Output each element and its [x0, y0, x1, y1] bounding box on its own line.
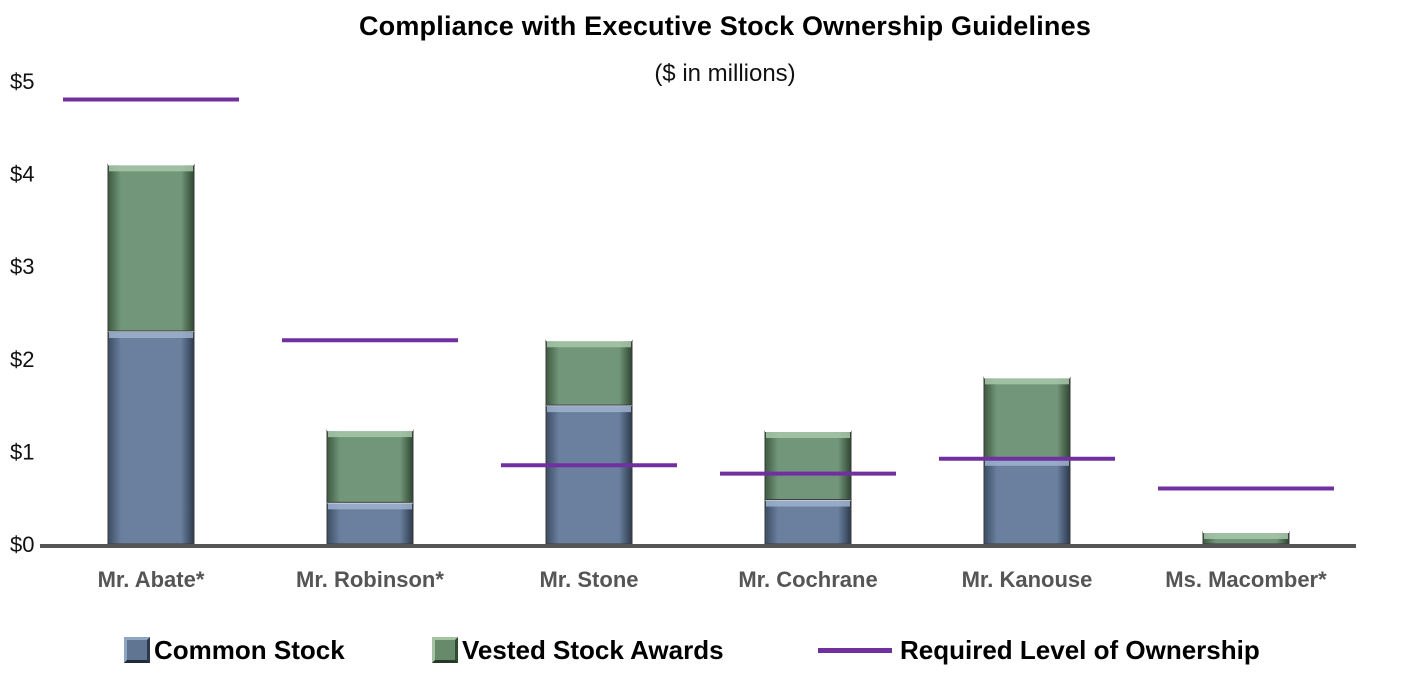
bar-common-stock-mr-stone: [545, 404, 633, 545]
y-tick-label-4: $4: [10, 162, 34, 187]
y-tick-label-1: $1: [10, 439, 34, 464]
chart-subtitle: ($ in millions): [654, 60, 796, 87]
legend-item-vested-stock-awards: Vested Stock Awards: [432, 632, 724, 668]
x-tick-label-ms-macomber: Ms. Macomber*: [1165, 567, 1327, 592]
x-tick-label-mr-robinson: Mr. Robinson*: [296, 567, 444, 592]
y-tick-label-2: $2: [10, 347, 34, 372]
bar-vested-stock-awards-mr-cochrane: [764, 430, 852, 501]
bar-vested-stock-awards-ms-macomber: [1202, 530, 1290, 545]
x-tick-label-mr-stone: Mr. Stone: [539, 567, 638, 592]
bar-common-stock-mr-robinson: [326, 501, 414, 545]
bar-common-stock-mr-cochrane: [764, 498, 852, 545]
required-level-line-icon: [818, 647, 892, 653]
bar-vested-stock-awards-mr-abate: [107, 163, 195, 332]
bar-common-stock-mr-abate: [107, 330, 195, 545]
legend-label-common-stock: Common Stock: [154, 634, 345, 665]
legend-item-required-level: Required Level of Ownership: [818, 632, 1260, 668]
x-tick-label-mr-kanouse: Mr. Kanouse: [962, 567, 1093, 592]
y-tick-label-0: $0: [10, 532, 34, 557]
legend-label-required-level: Required Level of Ownership: [900, 634, 1260, 665]
legend-label-vested-stock-awards: Vested Stock Awards: [462, 634, 724, 665]
bar-common-stock-mr-kanouse: [983, 457, 1071, 545]
vested-stock-swatch-icon: [432, 637, 458, 663]
y-tick-label-3: $3: [10, 254, 34, 279]
chart-title: Compliance with Executive Stock Ownershi…: [358, 11, 1092, 41]
bar-vested-stock-awards-mr-stone: [545, 339, 633, 406]
common-stock-swatch-icon: [124, 637, 150, 663]
x-tick-label-mr-abate: Mr. Abate*: [98, 567, 205, 592]
legend-item-common-stock: Common Stock: [124, 632, 345, 668]
bar-vested-stock-awards-mr-robinson: [326, 429, 414, 503]
x-tick-label-mr-cochrane: Mr. Cochrane: [738, 567, 877, 592]
bar-vested-stock-awards-mr-kanouse: [983, 376, 1071, 460]
y-tick-label-5: $5: [10, 69, 34, 94]
